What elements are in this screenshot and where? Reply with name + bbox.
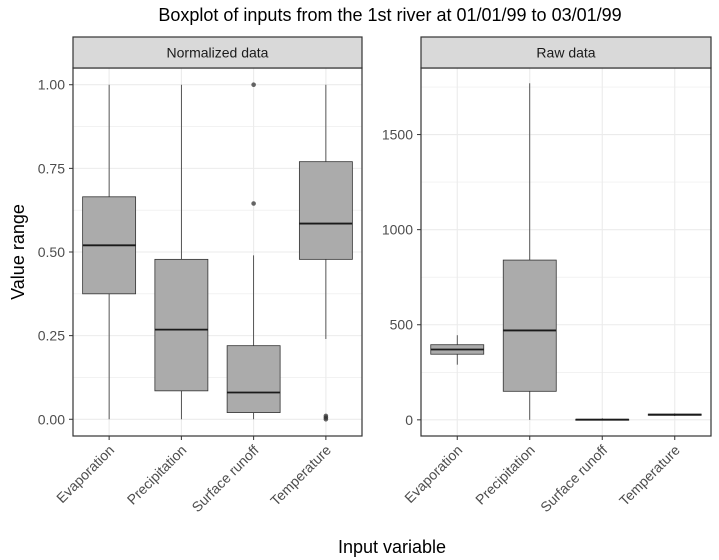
facet-label: Raw data — [536, 45, 595, 61]
x-tick-label: Precipitation — [124, 442, 190, 508]
chart-title: Boxplot of inputs from the 1st river at … — [158, 5, 621, 25]
y-tick-label: 0.00 — [38, 411, 65, 427]
y-tick-label: 1500 — [382, 127, 413, 143]
outlier-point — [251, 82, 256, 88]
x-tick-label: Surface runoff — [188, 442, 261, 515]
box-iqr — [154, 258, 209, 392]
box-evaporation — [430, 335, 485, 365]
box-temperature — [647, 413, 702, 417]
y-tick-label: 0 — [405, 412, 413, 428]
y-tick-label: 1000 — [382, 222, 413, 238]
box-surface-runoff — [575, 418, 630, 421]
chart-panels: Normalized data 0.00 0.25 0.50 0.75 1.00 Evapo… — [38, 36, 712, 515]
facet-label: Normalized data — [167, 45, 269, 61]
x-tick-label: Precipitation — [472, 442, 538, 508]
panel-background — [421, 68, 711, 436]
outlier-point — [251, 201, 256, 206]
panel-raw: Raw data 0 500 1000 1500 Evaporation Precipita… — [382, 36, 712, 515]
y-tick-label: 0.25 — [38, 328, 65, 344]
x-tick-label: Surface runoff — [537, 442, 610, 515]
box-iqr — [226, 345, 281, 413]
x-tick-label: Temperature — [267, 442, 334, 509]
box-surface-runoff — [226, 82, 281, 420]
box-temperature — [298, 84, 353, 422]
y-axis-title: Value range — [8, 204, 28, 300]
x-axis-title: Input variable — [338, 537, 446, 557]
box-iqr — [502, 259, 557, 392]
box-evaporation — [82, 84, 137, 420]
outlier-point — [323, 413, 329, 419]
box-iqr — [298, 161, 353, 260]
y-tick-label: 500 — [390, 317, 414, 333]
y-tick-label: 0.50 — [38, 244, 65, 260]
x-tick-label: Evaporation — [53, 442, 117, 506]
y-tick-label: 0.75 — [38, 160, 65, 176]
box-precipitation — [502, 83, 557, 420]
y-tick-label: 1.00 — [38, 77, 65, 93]
box-precipitation — [154, 84, 209, 420]
panel-normalized: Normalized data 0.00 0.25 0.50 0.75 1.00 Evapo… — [38, 36, 363, 515]
x-tick-label: Evaporation — [401, 442, 465, 506]
facet-strip — [72, 36, 363, 69]
x-tick-label: Temperature — [616, 442, 683, 509]
facet-strip — [420, 36, 712, 69]
